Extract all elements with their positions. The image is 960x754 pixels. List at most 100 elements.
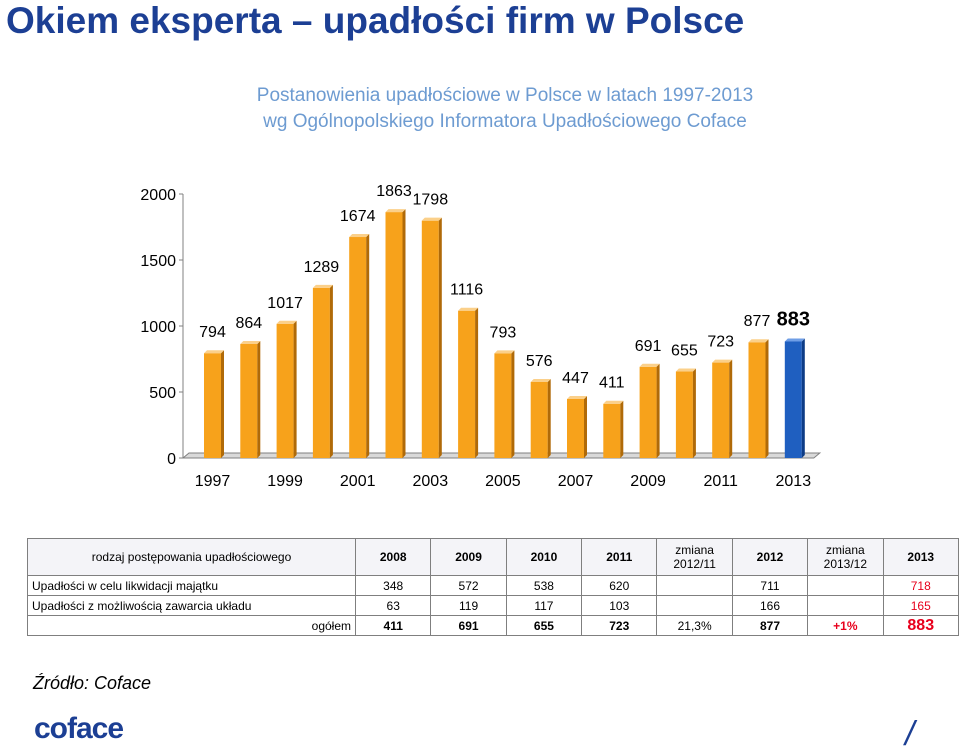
bar-side — [729, 359, 733, 458]
cell: 620 — [581, 575, 658, 596]
data-label: 411 — [599, 375, 625, 392]
bar-top — [458, 307, 479, 311]
bar-top — [494, 350, 515, 354]
cell — [807, 595, 884, 616]
bar — [712, 362, 730, 458]
header-change-1211: zmiana 2012/11 — [656, 538, 733, 576]
bar-side — [221, 350, 224, 458]
data-label: 447 — [562, 370, 589, 387]
cell — [807, 575, 884, 596]
cell: 711 — [731, 575, 809, 596]
header-2013: 2013 — [882, 538, 960, 576]
data-label: 1674 — [340, 208, 376, 225]
header-change-1312: zmiana 2013/12 — [807, 538, 884, 576]
bar — [421, 220, 439, 458]
x-tick-label: 1997 — [195, 473, 231, 490]
row-label: Upadłości z możliwością zawarcia układu — [26, 595, 357, 616]
source-note: Źródło: Coface — [33, 673, 152, 693]
bar-side — [620, 400, 624, 458]
bar-top — [312, 284, 333, 288]
data-label: 723 — [707, 334, 734, 351]
x-tick-label: 2009 — [630, 473, 666, 490]
data-label: 576 — [526, 353, 553, 370]
table-row: Upadłości z możliwością zawarcia układu … — [26, 595, 960, 616]
y-tick-label: 1500 — [140, 253, 176, 270]
cell: +1% — [807, 615, 884, 636]
bar-top — [276, 320, 297, 324]
cell: 21,3% — [656, 615, 733, 636]
bar-side — [438, 217, 442, 458]
bar — [276, 323, 294, 458]
cell: 883 — [882, 615, 960, 636]
coface-logo: coface — [34, 712, 124, 745]
data-label: 691 — [635, 338, 662, 355]
cell — [656, 575, 733, 596]
bar-side — [293, 320, 297, 458]
header-2009: 2009 — [430, 538, 507, 576]
cell: 103 — [581, 595, 658, 616]
bar — [494, 353, 512, 458]
bar-side — [475, 307, 479, 458]
bar — [784, 341, 802, 458]
bar-side — [511, 350, 515, 458]
bar — [639, 366, 657, 458]
cell: 117 — [505, 595, 583, 616]
bar-top — [675, 368, 696, 372]
data-label: 1017 — [267, 295, 303, 312]
data-label: 1116 — [450, 282, 483, 299]
bar-side — [584, 395, 587, 458]
chart-subtitle-line2: wg Ogólnopolskiego Informatora Upadłości… — [263, 111, 747, 132]
x-tick-label: 2013 — [776, 473, 812, 490]
bar — [603, 403, 621, 458]
bar-chart: 0 500 1000 1500 2000 794 864 1017 1289 1674186317… — [140, 183, 822, 490]
header-2008: 2008 — [355, 538, 432, 576]
cell: 877 — [731, 615, 809, 636]
bar — [530, 381, 548, 458]
cell: 166 — [731, 595, 809, 616]
bar-top — [784, 338, 805, 342]
bankruptcy-table: rodzaj postępowania upadłościowego 2008 … — [26, 538, 960, 636]
bar-top — [204, 350, 224, 354]
y-tick-label: 1000 — [140, 319, 176, 336]
bar-top — [639, 363, 660, 367]
bar — [312, 287, 330, 458]
bar-top — [421, 217, 442, 221]
bar-top — [748, 339, 769, 343]
x-tick-label: 2011 — [703, 473, 738, 490]
data-label: 655 — [671, 343, 698, 360]
x-tick-label: 2005 — [485, 473, 521, 490]
data-label: 1863 — [376, 183, 412, 200]
data-label: 793 — [490, 324, 517, 341]
table-header-row: rodzaj postępowania upadłościowego 2008 … — [26, 538, 960, 576]
cell: 655 — [505, 615, 583, 636]
bar-side — [329, 284, 333, 458]
x-tick-label: 2003 — [413, 473, 449, 490]
bar-top — [240, 340, 261, 344]
bar-side — [257, 340, 261, 458]
table-total-row: ogółem 411 691 655 723 21,3% 877 +1% 883 — [26, 615, 960, 636]
cell: 691 — [430, 615, 507, 636]
cell — [656, 595, 733, 616]
cell: 411 — [355, 615, 432, 636]
bar-top — [712, 359, 733, 363]
y-tick-label: 500 — [149, 385, 176, 402]
page-title: Okiem eksperta – upadłości firm w Polsce — [6, 0, 745, 41]
total-label: ogółem — [26, 615, 357, 636]
bar-top — [603, 400, 624, 404]
bar — [748, 342, 766, 458]
table-row: Upadłości w celu likwidacji majątku 348 … — [26, 575, 960, 596]
cell: 718 — [882, 575, 960, 596]
cell: 63 — [355, 595, 432, 616]
bar — [240, 343, 258, 458]
chart-subtitle-line1: Postanowienia upadłościowe w Polsce w la… — [256, 85, 754, 106]
y-tick-label: 2000 — [140, 187, 176, 204]
header-type: rodzaj postępowania upadłościowego — [26, 538, 357, 576]
data-label: 877 — [744, 313, 771, 330]
header-2011: 2011 — [581, 538, 658, 576]
bar-top — [385, 209, 406, 213]
bar-top — [567, 395, 587, 399]
x-tick-label: 2001 — [340, 473, 376, 490]
data-label: 794 — [199, 324, 226, 341]
bar-side — [801, 338, 805, 458]
bar-top — [530, 378, 551, 382]
